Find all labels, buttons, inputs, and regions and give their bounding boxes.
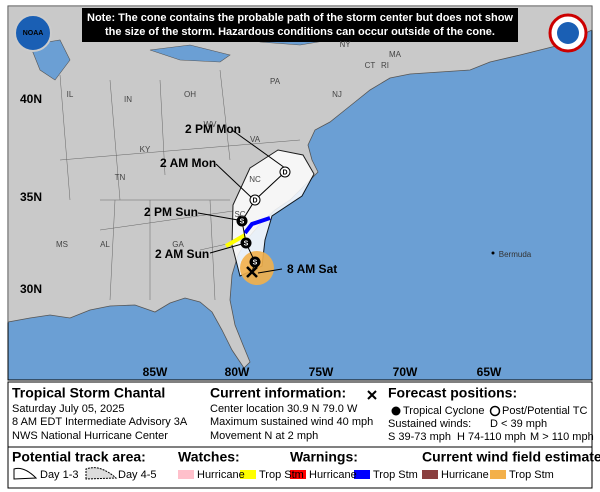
place-label: CT: [365, 61, 376, 70]
point-symbol: S: [244, 240, 249, 247]
lat-label: 40N: [20, 92, 42, 106]
nws-logo-inner: [557, 22, 579, 44]
trop-stm-warning: [243, 216, 271, 235]
warnings-title: Warnings:: [290, 449, 358, 465]
forecast-label: 2 PM Sun: [144, 205, 198, 219]
legend-text: Hurricane: [309, 469, 357, 481]
legend-text: Trop Stm: [259, 469, 304, 481]
place-label: WV: [204, 120, 218, 129]
day45-icon: [85, 467, 118, 480]
lat-label: 30N: [20, 282, 42, 296]
lon-label: 65W: [477, 365, 502, 379]
place-label: GA: [172, 240, 184, 249]
forecast-title: Forecast positions:: [388, 385, 517, 401]
hurricane-wind-swatch: [422, 470, 438, 479]
place-label: IL: [67, 90, 74, 99]
place-label: Bermuda: [499, 250, 532, 259]
state-borders: [59, 69, 301, 301]
forecast-label: 2 AM Mon: [160, 156, 216, 170]
bermuda: [491, 251, 495, 255]
lon-label: 70W: [393, 365, 418, 379]
current-line: Center location 30.9 N 79.0 W: [210, 403, 358, 415]
point-symbol: D: [282, 169, 287, 176]
place-label: OH: [184, 90, 196, 99]
legend-text: Sustained winds:: [388, 418, 471, 430]
place-label: IN: [124, 95, 132, 104]
label-leaders: [197, 129, 286, 274]
note-box: [82, 8, 518, 42]
place-label: NC: [249, 175, 261, 184]
point-symbol: S: [253, 259, 258, 266]
wind-class: H 74-110 mph: [457, 431, 526, 443]
place-label: NJ: [332, 90, 342, 99]
ts-warning-swatch: [354, 470, 370, 479]
hurricane-watch-swatch: [178, 470, 194, 479]
lon-label: 80W: [225, 365, 250, 379]
storm-name: Tropical Storm Chantal: [12, 385, 165, 401]
lat-label: 35N: [20, 190, 42, 204]
legend-text: Post/Potential TC: [502, 405, 587, 417]
hurricane-warning-swatch: [290, 470, 306, 479]
place-label: MA: [389, 50, 402, 59]
watches-title: Watches:: [178, 449, 240, 465]
track-title: Potential track area:: [12, 449, 146, 465]
point-symbol: S: [240, 218, 245, 225]
lon-label: 85W: [143, 365, 168, 379]
current-line: Movement N at 2 mph: [210, 430, 318, 442]
noaa-logo: [14, 14, 52, 52]
noaa-logo-text: NOAA: [23, 30, 44, 37]
forecast-points-tc: [236, 215, 261, 268]
ts-wind-swatch: [490, 470, 506, 479]
tc-icon: [391, 406, 401, 416]
place-label: PA: [270, 77, 281, 86]
wind-class: D < 39 mph: [490, 418, 547, 430]
forecast-label: 2 PM Mon: [185, 122, 241, 136]
center: NWS National Hurricane Center: [12, 430, 168, 442]
note-line: the size of the storm. Hazardous conditi…: [105, 26, 495, 38]
point-symbol: D: [252, 197, 257, 204]
legend-text: Hurricane: [441, 469, 489, 481]
note-line: Note: The cone contains the probable pat…: [87, 12, 513, 24]
advisory: 8 AM EDT Intermediate Advisory 3A: [12, 416, 188, 428]
place-label: NY: [339, 40, 351, 49]
date: Saturday July 05, 2025: [12, 403, 125, 415]
legend-text: Day 4-5: [118, 469, 157, 481]
current-icon: [367, 390, 377, 400]
legend-text: Trop Stm: [373, 469, 418, 481]
place-label: SC: [234, 210, 245, 219]
wind-class: S 39-73 mph: [388, 431, 451, 443]
forecast-points: [249, 166, 291, 206]
forecast-label: 8 AM Sat: [287, 262, 337, 276]
post-tc-icon: [489, 405, 501, 417]
current-position: [246, 266, 258, 278]
lon-label: 75W: [309, 365, 334, 379]
trop-stm-watch: [224, 233, 247, 248]
place-label: AL: [100, 240, 110, 249]
forecast-label: 2 AM Sun: [155, 247, 209, 261]
legend-text: Trop Stm: [509, 469, 554, 481]
forecast-cone: [231, 149, 315, 277]
place-label: TN: [115, 173, 126, 182]
place-label: VA: [250, 135, 261, 144]
wind-class: M > 110 mph: [530, 431, 594, 443]
current-line: Maximum sustained wind 40 mph: [210, 416, 373, 428]
place-label: MS: [56, 240, 68, 249]
legend-text: Hurricane: [197, 469, 245, 481]
place-label: RI: [381, 61, 389, 70]
day13-icon: [13, 467, 38, 480]
current-title: Current information:: [210, 385, 346, 401]
ts-watch-swatch: [240, 470, 256, 479]
place-label: KY: [140, 145, 151, 154]
legend-text: Tropical Cyclone: [403, 405, 485, 417]
legend-text: Day 1-3: [40, 469, 79, 481]
wind-title: Current wind field estimate:: [422, 449, 600, 465]
